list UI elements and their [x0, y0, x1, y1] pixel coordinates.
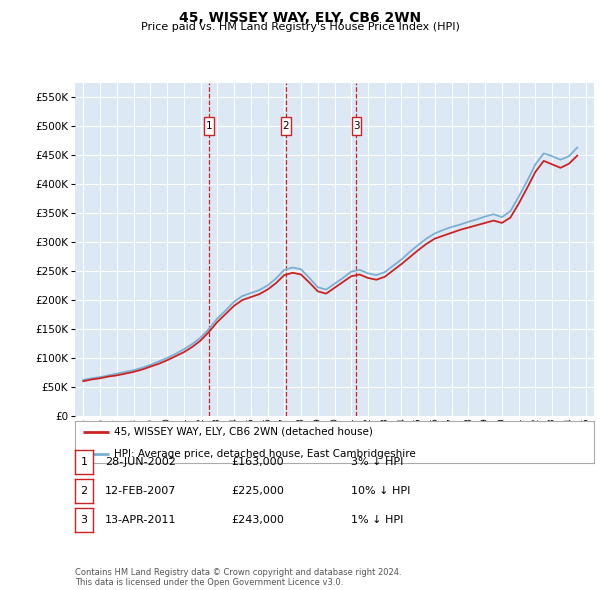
Text: 2: 2 [283, 121, 289, 131]
FancyBboxPatch shape [352, 117, 361, 135]
Text: £225,000: £225,000 [231, 486, 284, 496]
Text: 45, WISSEY WAY, ELY, CB6 2WN: 45, WISSEY WAY, ELY, CB6 2WN [179, 11, 421, 25]
Text: 3: 3 [80, 515, 88, 525]
Text: £243,000: £243,000 [231, 515, 284, 525]
Text: HPI: Average price, detached house, East Cambridgeshire: HPI: Average price, detached house, East… [114, 449, 416, 459]
Text: 12-FEB-2007: 12-FEB-2007 [105, 486, 176, 496]
Text: 3% ↓ HPI: 3% ↓ HPI [351, 457, 403, 467]
Text: 2: 2 [80, 486, 88, 496]
FancyBboxPatch shape [205, 117, 214, 135]
Text: 45, WISSEY WAY, ELY, CB6 2WN (detached house): 45, WISSEY WAY, ELY, CB6 2WN (detached h… [114, 427, 373, 437]
Text: £163,000: £163,000 [231, 457, 284, 467]
Text: 13-APR-2011: 13-APR-2011 [105, 515, 176, 525]
Text: Contains HM Land Registry data © Crown copyright and database right 2024.
This d: Contains HM Land Registry data © Crown c… [75, 568, 401, 587]
FancyBboxPatch shape [281, 117, 290, 135]
Text: Price paid vs. HM Land Registry's House Price Index (HPI): Price paid vs. HM Land Registry's House … [140, 22, 460, 32]
Text: 3: 3 [353, 121, 359, 131]
Text: 28-JUN-2002: 28-JUN-2002 [105, 457, 176, 467]
Text: 1: 1 [80, 457, 88, 467]
Text: 1: 1 [206, 121, 212, 131]
Text: 10% ↓ HPI: 10% ↓ HPI [351, 486, 410, 496]
Text: 1% ↓ HPI: 1% ↓ HPI [351, 515, 403, 525]
